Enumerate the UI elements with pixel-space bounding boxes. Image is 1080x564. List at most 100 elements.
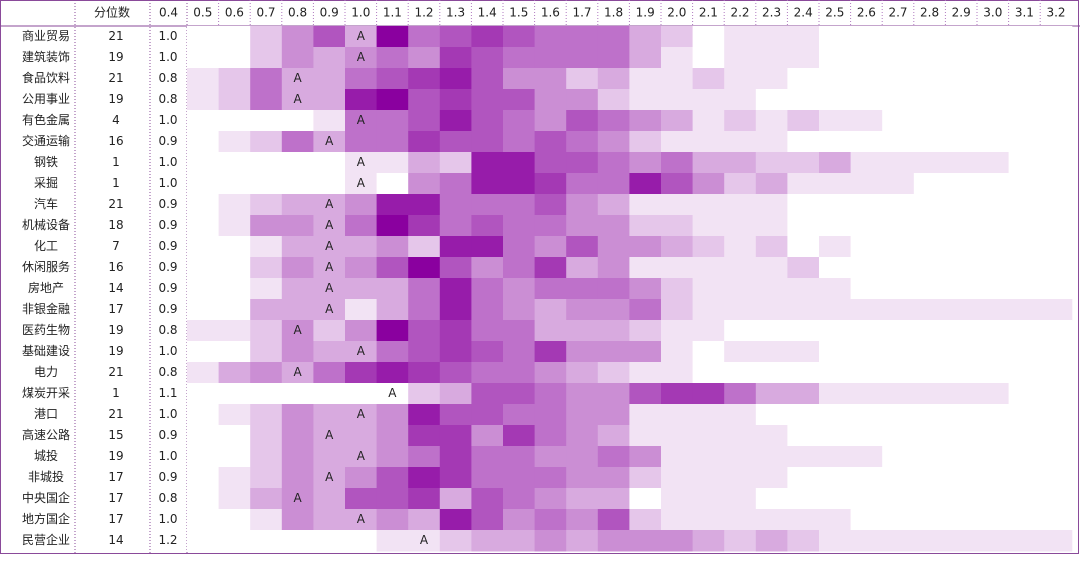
heat-cell — [376, 68, 409, 90]
heat-cell — [597, 131, 630, 153]
heat-cell — [1008, 320, 1041, 342]
heat-cell — [534, 47, 567, 69]
heat-cell — [913, 467, 946, 489]
heat-cell — [281, 236, 314, 258]
heat-cell — [345, 341, 378, 363]
heat-cell — [187, 110, 220, 132]
row-name: 公用事业 — [22, 92, 70, 106]
heat-cell — [281, 47, 314, 69]
row-name: 煤炭开采 — [22, 386, 70, 400]
heat-cell — [503, 131, 536, 153]
heat-cell — [376, 341, 409, 363]
heat-cell — [503, 26, 536, 48]
heat-cell — [629, 299, 662, 321]
header-column: 2.4 — [794, 6, 813, 20]
heat-cell — [692, 383, 725, 405]
heat-cell — [250, 173, 283, 195]
heat-cell — [724, 467, 757, 489]
marker: A — [357, 344, 366, 358]
heat-cell — [250, 383, 283, 405]
heat-cell — [439, 47, 472, 69]
heat-cell — [629, 26, 662, 48]
heat-cell — [882, 404, 915, 426]
heat-cell — [566, 404, 599, 426]
heat-cell — [629, 215, 662, 237]
row-count: 21 — [108, 365, 123, 379]
heat-cell — [945, 47, 978, 69]
marker: A — [325, 134, 334, 148]
heat-cell — [945, 404, 978, 426]
heat-cell — [218, 488, 251, 510]
heat-cell — [376, 278, 409, 300]
heat-cell — [724, 194, 757, 216]
heat-cell — [566, 488, 599, 510]
heat-cell — [281, 467, 314, 489]
heat-cell — [787, 257, 820, 279]
heat-cell — [755, 152, 788, 174]
heat-cell — [218, 236, 251, 258]
heat-cell — [503, 215, 536, 237]
heat-cell — [408, 383, 441, 405]
heat-cell — [534, 446, 567, 468]
row-value: 0.9 — [158, 260, 177, 274]
heat-cell — [408, 47, 441, 69]
heat-cell — [945, 530, 978, 552]
header-column: 0.7 — [256, 6, 275, 20]
heat-cell — [1008, 509, 1041, 531]
heat-cell — [281, 509, 314, 531]
row-value: 0.8 — [158, 365, 177, 379]
heat-cell — [819, 509, 852, 531]
heat-cell — [787, 425, 820, 447]
row-count: 17 — [108, 491, 123, 505]
heat-cell — [661, 320, 694, 342]
heat-cell — [755, 488, 788, 510]
marker: A — [357, 29, 366, 43]
heat-cell — [471, 89, 504, 111]
heat-cell — [471, 530, 504, 552]
heat-cell — [724, 152, 757, 174]
heat-cell — [187, 530, 220, 552]
heat-cell — [408, 152, 441, 174]
heat-cell — [913, 26, 946, 48]
heat-cell — [724, 383, 757, 405]
heat-cell — [1008, 383, 1041, 405]
heat-cell — [408, 257, 441, 279]
heat-cell — [629, 68, 662, 90]
row-value: 0.8 — [158, 323, 177, 337]
heat-cell — [787, 488, 820, 510]
heat-cell — [787, 446, 820, 468]
heat-cell — [661, 215, 694, 237]
heat-cell — [755, 509, 788, 531]
heat-cell — [250, 425, 283, 447]
heat-cell — [439, 383, 472, 405]
heat-cell — [819, 152, 852, 174]
heat-cell — [376, 47, 409, 69]
heat-cell — [534, 467, 567, 489]
heat-cell — [661, 131, 694, 153]
heat-cell — [850, 362, 883, 384]
header-column: 3.2 — [1046, 6, 1065, 20]
heat-cell — [819, 257, 852, 279]
heat-cell — [850, 467, 883, 489]
heat-cell — [250, 404, 283, 426]
row-count: 17 — [108, 512, 123, 526]
heat-cell — [281, 278, 314, 300]
heat-cell — [566, 383, 599, 405]
heat-cell — [913, 404, 946, 426]
heat-cell — [1040, 530, 1073, 552]
heat-cell — [566, 26, 599, 48]
heat-cell — [250, 341, 283, 363]
heat-cell — [376, 257, 409, 279]
heat-cell — [913, 488, 946, 510]
heat-cell — [503, 425, 536, 447]
row-name: 有色金属 — [22, 112, 70, 127]
marker: A — [357, 449, 366, 463]
heat-cell — [439, 68, 472, 90]
heat-cell — [503, 110, 536, 132]
heat-cell — [1008, 488, 1041, 510]
heat-cell — [913, 173, 946, 195]
heat-cell — [597, 299, 630, 321]
heat-cell — [187, 236, 220, 258]
heat-cell — [787, 173, 820, 195]
